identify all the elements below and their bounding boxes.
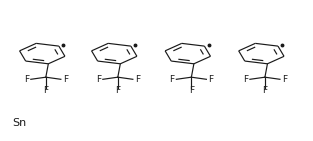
Text: F: F bbox=[24, 75, 29, 83]
Text: F: F bbox=[135, 75, 140, 83]
Text: F: F bbox=[208, 75, 213, 83]
Text: F: F bbox=[96, 75, 101, 83]
Text: F: F bbox=[282, 75, 287, 83]
Text: F: F bbox=[169, 75, 175, 83]
Text: Sn: Sn bbox=[12, 118, 26, 128]
Text: F: F bbox=[262, 86, 268, 95]
Text: F: F bbox=[43, 86, 49, 95]
Text: F: F bbox=[243, 75, 248, 83]
Text: F: F bbox=[63, 75, 68, 83]
Text: F: F bbox=[115, 86, 121, 95]
Text: F: F bbox=[189, 86, 194, 95]
